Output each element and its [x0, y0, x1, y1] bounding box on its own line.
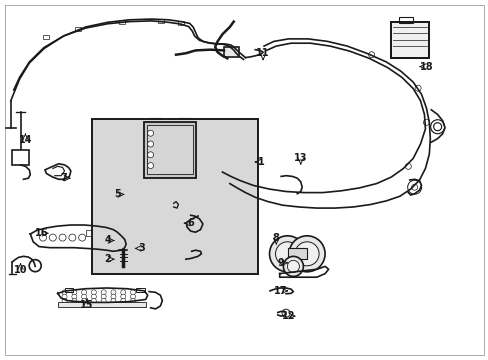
Bar [105, 153, 124, 157]
Bar [105, 126, 124, 131]
Circle shape [130, 294, 135, 299]
Circle shape [405, 163, 410, 169]
Circle shape [91, 290, 96, 295]
Circle shape [72, 290, 77, 295]
Circle shape [128, 233, 134, 239]
Bar [58, 302, 145, 307]
Text: 12: 12 [281, 311, 295, 321]
Text: 14: 14 [19, 135, 32, 145]
Circle shape [62, 298, 67, 303]
Circle shape [121, 294, 125, 299]
Bar [106, 128, 110, 155]
Bar [116, 128, 120, 155]
Text: 18: 18 [419, 62, 432, 72]
Bar [158, 18, 164, 23]
Circle shape [101, 290, 106, 295]
Text: 13: 13 [293, 153, 307, 163]
Text: 17: 17 [274, 286, 287, 296]
Circle shape [91, 294, 96, 299]
Circle shape [283, 256, 303, 276]
Text: 6: 6 [187, 218, 194, 228]
Circle shape [130, 290, 135, 295]
Circle shape [81, 290, 86, 295]
Bar [43, 35, 49, 39]
Bar [12, 150, 29, 165]
Bar [398, 17, 412, 23]
Circle shape [121, 290, 125, 295]
Text: 9: 9 [277, 258, 284, 268]
Bar [75, 27, 81, 31]
Circle shape [59, 234, 66, 241]
Circle shape [109, 164, 133, 188]
Circle shape [79, 234, 85, 241]
Circle shape [423, 120, 428, 125]
Circle shape [49, 234, 56, 241]
Bar [146, 125, 193, 174]
Text: 7: 7 [60, 173, 67, 183]
Text: 5: 5 [114, 189, 121, 199]
Circle shape [121, 161, 141, 181]
Text: 16: 16 [35, 228, 48, 238]
Text: 2: 2 [104, 254, 111, 264]
Circle shape [81, 294, 86, 299]
Bar [98, 230, 105, 236]
Text: 4: 4 [104, 235, 111, 246]
Circle shape [145, 237, 159, 251]
Circle shape [111, 290, 116, 295]
Circle shape [275, 242, 299, 266]
Circle shape [69, 234, 76, 241]
Bar [390, 22, 428, 58]
Circle shape [147, 163, 153, 168]
Circle shape [294, 242, 319, 266]
Circle shape [111, 294, 116, 299]
Circle shape [368, 52, 374, 58]
Circle shape [121, 298, 125, 303]
Bar [85, 230, 93, 236]
Circle shape [81, 298, 86, 303]
Text: 11: 11 [256, 48, 269, 58]
Circle shape [125, 230, 137, 242]
Circle shape [287, 260, 299, 273]
Circle shape [72, 298, 77, 303]
Circle shape [269, 236, 305, 272]
Bar [224, 47, 238, 57]
Bar [287, 248, 306, 259]
Circle shape [109, 157, 123, 171]
Circle shape [288, 236, 325, 272]
Circle shape [130, 298, 135, 303]
Bar [92, 119, 258, 274]
Text: 8: 8 [272, 233, 279, 243]
Circle shape [110, 152, 139, 180]
Circle shape [62, 294, 67, 299]
Circle shape [101, 298, 106, 303]
Circle shape [117, 158, 132, 174]
Circle shape [121, 157, 135, 171]
Bar [119, 19, 125, 24]
Bar [178, 118, 190, 123]
Text: 1: 1 [258, 157, 264, 167]
Circle shape [147, 130, 153, 136]
Bar [64, 288, 73, 292]
Circle shape [147, 152, 153, 158]
Circle shape [91, 298, 96, 303]
Bar [149, 118, 161, 123]
Circle shape [111, 298, 116, 303]
Circle shape [147, 141, 153, 147]
Circle shape [149, 241, 155, 247]
Text: 3: 3 [138, 243, 145, 253]
Circle shape [72, 294, 77, 299]
Bar [111, 128, 115, 155]
Bar [112, 230, 120, 236]
Circle shape [62, 290, 67, 295]
Circle shape [101, 294, 106, 299]
Circle shape [414, 85, 420, 91]
Circle shape [40, 234, 46, 241]
Bar [136, 288, 144, 292]
Bar [178, 21, 183, 25]
Bar [144, 122, 195, 178]
Circle shape [117, 260, 129, 273]
Text: 15: 15 [80, 300, 94, 310]
Text: 10: 10 [14, 265, 27, 275]
